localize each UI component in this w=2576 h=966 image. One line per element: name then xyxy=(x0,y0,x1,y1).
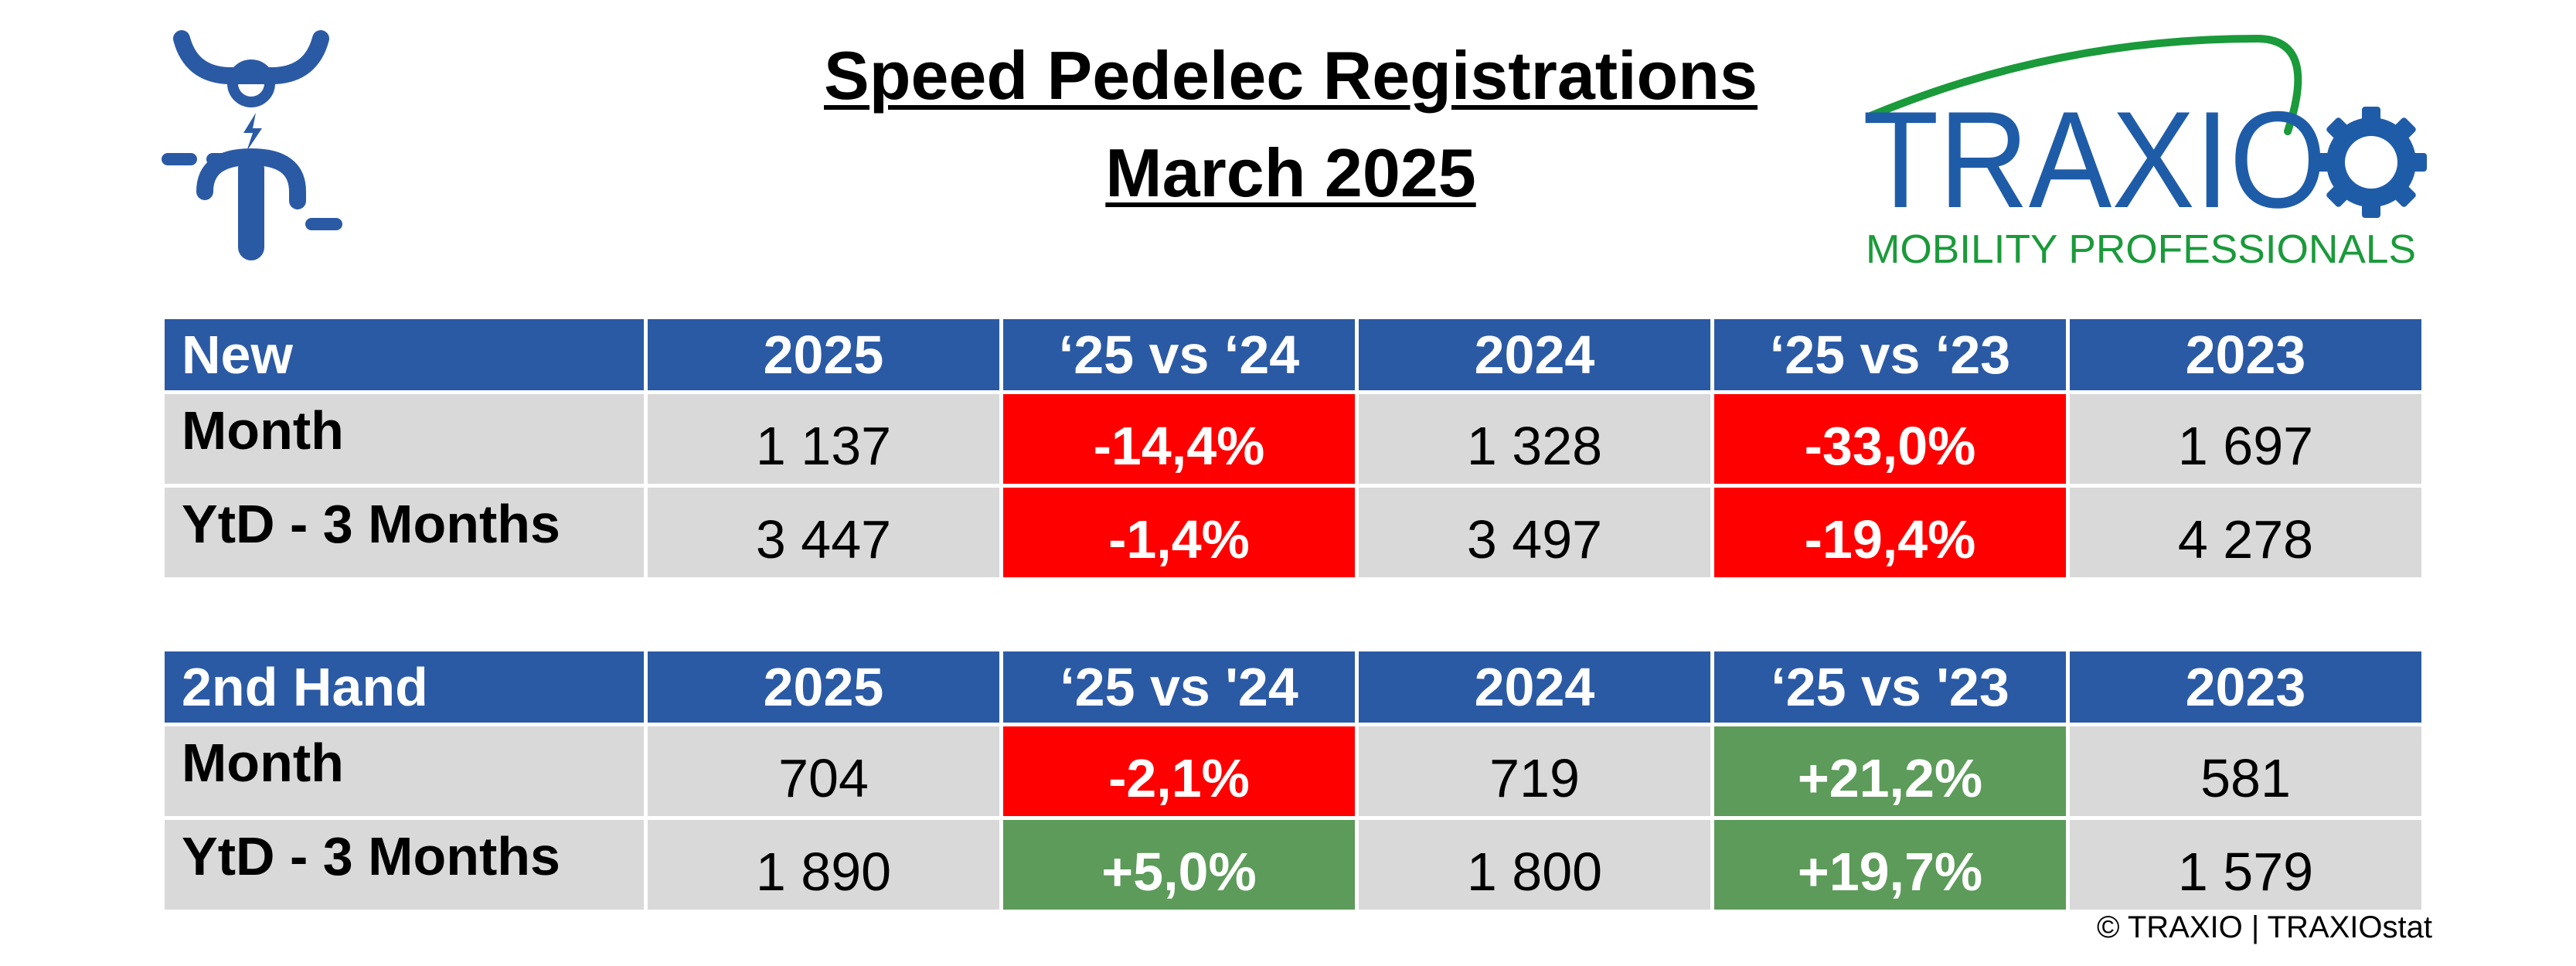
table-row: Month 1 137 -14,4% 1 328 -33,0% 1 697 xyxy=(165,394,2421,484)
change-vs-2023: -33,0% xyxy=(1714,394,2066,484)
value-2024: 719 xyxy=(1359,726,1710,816)
row-label: YtD - 3 Months xyxy=(165,820,644,910)
traxio-logo: TRAXIO MOBILITY PROFESSIONALS xyxy=(1863,34,2427,270)
header-2025: 2025 xyxy=(648,651,999,723)
table-row: YtD - 3 Months 3 447 -1,4% 3 497 -19,4% … xyxy=(165,488,2421,577)
value-2025: 1 890 xyxy=(648,820,999,910)
value-2024: 1 800 xyxy=(1359,820,1710,910)
change-vs-2024: -2,1% xyxy=(1003,726,1355,816)
gear-icon xyxy=(2316,107,2427,218)
value-2023: 1 579 xyxy=(2070,820,2421,910)
row-label: YtD - 3 Months xyxy=(165,488,644,577)
header-2023: 2023 xyxy=(2070,319,2421,390)
change-vs-2023: +19,7% xyxy=(1714,820,2066,910)
header-2023: 2023 xyxy=(2070,651,2421,723)
change-vs-2023: -19,4% xyxy=(1714,488,2066,577)
second-hand-registrations-table: 2nd Hand 2025 ‘25 vs '24 2024 ‘25 vs '23… xyxy=(161,648,2425,913)
value-2024: 1 328 xyxy=(1359,394,1710,484)
logo-wordmark: TRAXIO xyxy=(1863,83,2326,236)
change-vs-2024: -14,4% xyxy=(1003,394,1355,484)
header-change-vs-2023: ‘25 vs '23 xyxy=(1714,651,2066,723)
header-change-vs-2024: ‘25 vs ‘24 xyxy=(1003,319,1355,390)
table-row: YtD - 3 Months 1 890 +5,0% 1 800 +19,7% … xyxy=(165,820,2421,910)
new-registrations-table: New 2025 ‘25 vs ‘24 2024 ‘25 vs ‘23 2023… xyxy=(161,315,2425,581)
speed-pedelec-rider-icon xyxy=(162,30,342,260)
logo-tagline: MOBILITY PROFESSIONALS xyxy=(1866,227,2416,270)
change-vs-2024: +5,0% xyxy=(1003,820,1355,910)
change-vs-2024: -1,4% xyxy=(1003,488,1355,577)
row-label: Month xyxy=(165,394,644,484)
value-2024: 3 497 xyxy=(1359,488,1710,577)
value-2023: 4 278 xyxy=(2070,488,2421,577)
row-label: Month xyxy=(165,726,644,816)
header-2024: 2024 xyxy=(1359,651,1710,723)
copyright-notice: © TRAXIO | TRAXIOstat xyxy=(2096,910,2432,944)
header-change-vs-2023: ‘25 vs ‘23 xyxy=(1714,319,2066,390)
header-2024: 2024 xyxy=(1359,319,1710,390)
header-2025: 2025 xyxy=(648,319,999,390)
value-2023: 1 697 xyxy=(2070,394,2421,484)
value-2025: 704 xyxy=(648,726,999,816)
table-header-row: 2nd Hand 2025 ‘25 vs '24 2024 ‘25 vs '23… xyxy=(165,651,2421,723)
value-2025: 3 447 xyxy=(648,488,999,577)
page-title: Speed Pedelec Registrations xyxy=(824,37,1758,114)
change-vs-2023: +21,2% xyxy=(1714,726,2066,816)
header-category: New xyxy=(165,319,644,390)
page-subtitle: March 2025 xyxy=(1105,134,1476,211)
table-row: Month 704 -2,1% 719 +21,2% 581 xyxy=(165,726,2421,816)
header-category: 2nd Hand xyxy=(165,651,644,723)
value-2025: 1 137 xyxy=(648,394,999,484)
value-2023: 581 xyxy=(2070,726,2421,816)
table-header-row: New 2025 ‘25 vs ‘24 2024 ‘25 vs ‘23 2023 xyxy=(165,319,2421,390)
header-change-vs-2024: ‘25 vs '24 xyxy=(1003,651,1355,723)
